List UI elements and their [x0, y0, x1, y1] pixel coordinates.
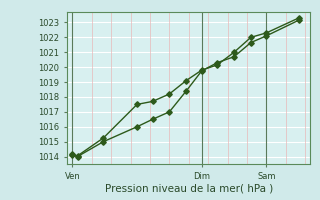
X-axis label: Pression niveau de la mer( hPa ): Pression niveau de la mer( hPa )	[105, 183, 273, 193]
